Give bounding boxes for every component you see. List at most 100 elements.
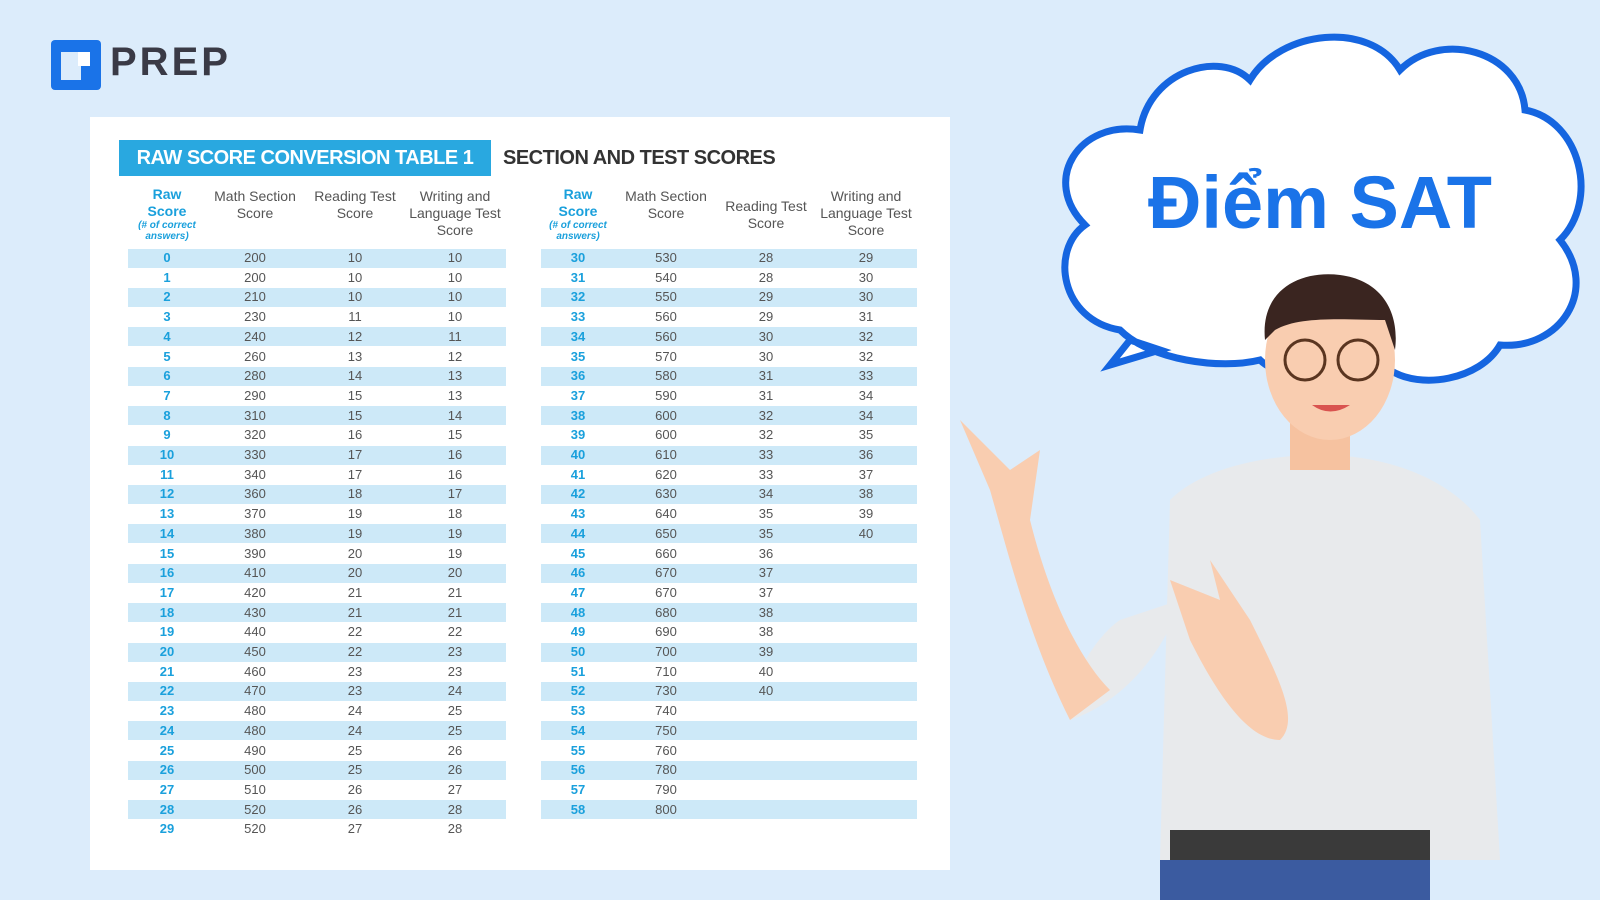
table-cell: 18 <box>447 506 463 522</box>
table-cell: 46 <box>570 565 586 581</box>
table-cell: 39 <box>758 644 774 659</box>
table-cell: 280 <box>244 368 266 384</box>
table-cell: 230 <box>244 309 266 325</box>
table-cell: 20 <box>347 565 363 581</box>
table-cell: 200 <box>244 250 266 265</box>
table-cell: 19 <box>447 525 463 541</box>
table-cell: 370 <box>244 506 266 522</box>
table-cell: 35 <box>758 506 774 522</box>
column-header: Reading Test Score <box>314 188 396 221</box>
table-cell: 12 <box>347 328 363 344</box>
table-cell: 26 <box>347 781 363 797</box>
table-cell: 39 <box>858 506 874 522</box>
table-cell: 21 <box>347 604 363 620</box>
column-header: Raw Score <box>147 186 187 219</box>
table-cell: 21 <box>447 604 463 620</box>
table-cell: 23 <box>347 663 363 679</box>
column-header: Math Section Score <box>214 188 296 221</box>
table-cell: 30 <box>858 269 874 285</box>
table-cell: 800 <box>655 801 677 817</box>
table-cell: 20 <box>347 545 363 561</box>
table-cell: 40 <box>858 525 874 541</box>
table-cell: 13 <box>159 506 175 522</box>
table-cell: 23 <box>159 703 175 719</box>
column-header: Reading Test Score <box>725 198 807 231</box>
table-cell: 7 <box>163 387 171 403</box>
table-cell: 43 <box>570 506 586 522</box>
table-cell: 28 <box>758 269 774 285</box>
row-band <box>541 248 917 268</box>
table-cell: 18 <box>159 604 175 620</box>
table-cell: 780 <box>655 762 677 778</box>
row-band <box>128 760 506 780</box>
table-cell: 29 <box>758 309 774 325</box>
column-header: Math Section Score <box>625 188 707 221</box>
table-cell: 28 <box>447 821 463 837</box>
person <box>960 274 1500 900</box>
row-band <box>128 524 506 544</box>
table-cell: 330 <box>244 447 266 462</box>
row-band <box>541 287 917 307</box>
table-cell: 680 <box>655 604 677 620</box>
table-cell: 42 <box>570 486 586 502</box>
table-cell: 33 <box>758 447 774 462</box>
row-band <box>541 484 917 504</box>
table-cell: 4 <box>163 328 171 344</box>
row-band <box>128 603 506 623</box>
table-cell: 560 <box>655 309 677 325</box>
table-cell: 36 <box>570 368 586 384</box>
table-cell: 450 <box>244 644 266 659</box>
table-cell: 0 <box>163 250 171 265</box>
table-cell: 27 <box>347 821 363 837</box>
table-cell: 14 <box>159 525 175 541</box>
table-cell: 40 <box>758 663 774 679</box>
table-cell: 38 <box>858 486 874 502</box>
table-cell: 34 <box>858 387 874 403</box>
table-cell: 27 <box>447 781 463 797</box>
table-cell: 37 <box>758 584 774 600</box>
table-cell: 33 <box>758 466 774 482</box>
table-cell: 29 <box>159 821 175 837</box>
table-cell: 540 <box>655 269 677 285</box>
row-band <box>541 721 917 741</box>
table-cell: 11 <box>348 309 362 325</box>
table-cell: 490 <box>244 742 266 758</box>
table-cell: 30 <box>758 328 774 344</box>
table-cell: 40 <box>570 447 586 462</box>
table-cell: 320 <box>244 427 266 443</box>
table-cell: 26 <box>447 762 463 778</box>
table-cell: 32 <box>758 407 774 423</box>
table-cell: 31 <box>758 387 774 403</box>
table-cell: 460 <box>244 663 266 679</box>
table-cell: 18 <box>347 486 363 502</box>
row-band <box>541 524 917 544</box>
row-band <box>128 287 506 307</box>
table-cell: 37 <box>858 466 874 482</box>
speech-cloud <box>1061 33 1585 385</box>
table-cell: 36 <box>858 447 874 462</box>
table-cell: 32 <box>758 427 774 443</box>
table-cell: 24 <box>447 683 463 699</box>
table-cell: 240 <box>244 328 266 344</box>
logo-text: PREP <box>110 40 231 84</box>
table-cell: 8 <box>163 407 171 423</box>
row-band <box>128 800 506 820</box>
table-cell: 50 <box>570 644 586 659</box>
table-cell: 35 <box>858 427 874 443</box>
table-cell: 260 <box>244 348 266 364</box>
table-cell: 24 <box>347 722 363 738</box>
table-cell: 520 <box>244 821 266 837</box>
table-cell: 51 <box>570 663 586 679</box>
table-cell: 28 <box>447 801 463 817</box>
table-cell: 23 <box>447 663 463 679</box>
table-cell: 54 <box>570 722 586 738</box>
table-cell: 48 <box>570 604 586 620</box>
table-cell: 41 <box>570 466 586 482</box>
table-cell: 2 <box>163 289 171 305</box>
table-cell: 690 <box>655 624 677 640</box>
table-cell: 38 <box>758 624 774 640</box>
table-cell: 610 <box>655 447 677 462</box>
table-cell: 25 <box>447 722 463 738</box>
table-cell: 660 <box>655 545 677 561</box>
